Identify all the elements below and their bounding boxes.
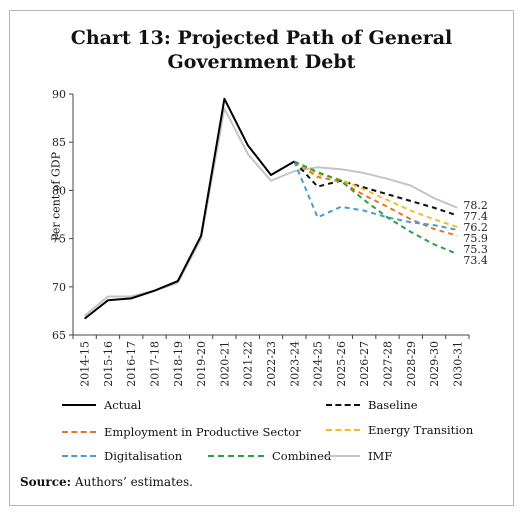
x-tick-label: 2014-15	[79, 341, 92, 387]
frame-border-left	[9, 10, 10, 506]
end-value-label: 73.4	[463, 254, 488, 267]
y-tick-label: 80	[52, 184, 66, 197]
x-tick-label: 2017-18	[149, 341, 162, 387]
chart-title: Chart 13: Projected Path of General Gove…	[30, 26, 493, 74]
y-tick-label: 70	[52, 281, 66, 294]
x-tick-label: 2026-27	[358, 341, 371, 387]
x-tick-label: 2027-28	[381, 341, 394, 387]
series-line-digitalisation	[293, 161, 458, 231]
end-value-label: 75.9	[463, 232, 488, 245]
end-value-label: 78.2	[463, 199, 488, 212]
series-line-employment-in-productive-sector	[293, 160, 458, 237]
x-tick-label: 2028-29	[405, 341, 418, 387]
frame-border-top	[9, 10, 514, 11]
x-tick-label: 2023-24	[288, 341, 301, 387]
x-tick-label: 2024-25	[312, 341, 325, 387]
x-tick-label: 2020-21	[218, 341, 231, 387]
end-value-label: 75.3	[463, 243, 488, 256]
series-line-combined	[293, 160, 458, 255]
chart-title-line-2: Government Debt	[167, 51, 356, 73]
x-tick-label: 2015-16	[102, 341, 115, 387]
end-value-label: 77.4	[463, 210, 488, 223]
x-tick-label: 2030-31	[451, 341, 464, 387]
end-value-label: 76.2	[463, 221, 488, 234]
series-line-energy-transition	[293, 160, 458, 228]
series-line-imf	[84, 107, 458, 317]
x-tick-label: 2016-17	[125, 341, 138, 387]
y-tick-label: 65	[52, 329, 66, 342]
series-line-actual	[84, 97, 295, 320]
x-tick-label: 2018-19	[172, 341, 185, 387]
source-text: Authors’ estimates.	[74, 475, 193, 489]
series-line-baseline	[293, 160, 458, 217]
x-tick-label: 2029-30	[428, 341, 441, 387]
frame-border-right	[513, 10, 514, 506]
source-label: Source:	[20, 475, 72, 489]
y-tick-label: 90	[52, 88, 66, 101]
x-tick-label: 2021-22	[242, 341, 255, 387]
x-tick-label: 2019-20	[195, 341, 208, 387]
chart-title-line-1: Chart 13: Projected Path of General	[70, 27, 453, 49]
x-tick-label: 2025-26	[335, 341, 348, 387]
frame-border-bottom	[9, 505, 514, 506]
y-tick-label: 85	[52, 136, 66, 149]
y-tick-label: 75	[52, 233, 66, 246]
x-tick-label: 2022-23	[265, 341, 278, 387]
source-note: Source: Authors’ estimates.	[20, 475, 193, 489]
